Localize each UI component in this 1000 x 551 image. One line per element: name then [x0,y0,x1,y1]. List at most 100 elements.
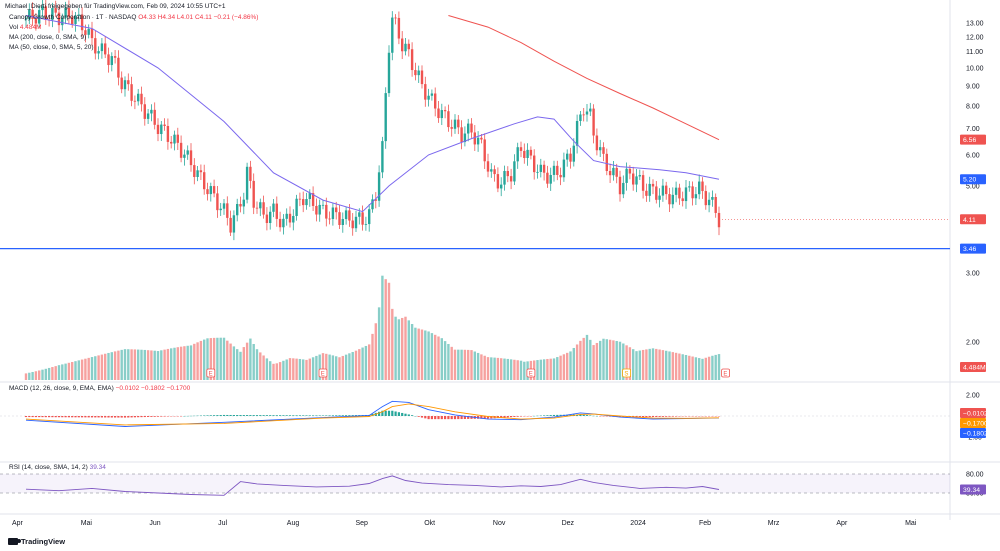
candle-body [582,114,585,116]
candle-body [117,57,120,78]
candle-body [704,191,707,206]
macd-histogram-bar [87,416,90,418]
candle-body [272,203,275,212]
candle-body [384,93,387,142]
volume-bar [51,367,54,380]
macd-histogram-bar [130,416,133,418]
candle-body [717,212,721,228]
macd-legend[interactable]: MACD (12, 26, close, 9, EMA, EMA) −0.010… [9,385,190,392]
rsi-legend[interactable]: RSI (14, close, SMA, 14, 2) 39.34 [9,464,106,471]
macd-histogram-bar [397,412,400,416]
price-tick-label: 10.00 [966,65,984,72]
candle-body [526,149,529,158]
candle-body [674,187,678,195]
time-axis[interactable]: Apr Mai Jun Jul Aug Sep Okt Nov Dez 2024 Feb Mrz Apr… [12,520,917,527]
ma50-legend[interactable]: MA (50, close, 0, SMA, 5, 20) [9,44,94,51]
volume-bar [130,349,133,380]
volume-bar [430,333,434,380]
volume-bar [199,340,203,380]
macd-histogram-bar [262,415,265,416]
macd-histogram-bar [123,416,127,418]
volume-bar [658,349,661,380]
candle-body [275,203,278,219]
volume-bar [711,355,714,380]
volume-legend[interactable]: Vol 4.484M [9,24,42,31]
candle-body [94,38,97,54]
macd-histogram-bar [275,415,278,416]
candle-body [516,147,519,162]
candle-body [153,109,156,125]
volume-badge [960,362,986,372]
price-pane[interactable] [0,0,950,250]
candle-body [321,204,325,206]
volume-bar [150,350,153,380]
macd-histogram-bar [582,414,585,416]
tradingview-logo[interactable]: TradingView [8,537,65,546]
volume-bar [387,282,391,380]
macd-histogram-bar [420,416,424,418]
candle-body [189,150,193,166]
symbol-title[interactable]: Canopy Growth Corporation · 1T · NASDAQ [9,14,137,21]
candle-body [615,167,618,177]
ma200-legend[interactable]: MA (200, close, 0, SMA, 9) [9,34,87,41]
macd-histogram-bar [54,416,57,418]
candle-body [186,150,189,155]
candle-body [460,127,463,143]
volume-bar [694,357,698,380]
candle-body [242,199,245,207]
volume-bar [536,360,539,380]
candle-body [351,220,354,229]
candle-body [80,14,84,31]
candle-body [84,30,87,35]
candle-body [163,124,166,126]
candle-body [156,124,160,135]
candle-body [569,153,572,162]
volume-bar [368,344,371,380]
volume-bar [473,351,476,380]
volume-bar [206,338,209,380]
volume-bar [358,349,361,380]
candle-body [622,182,625,195]
candle-body [354,216,358,229]
volume-bar [500,358,503,380]
candle-body [701,181,704,192]
candle-body [523,150,526,158]
candle-body [335,207,338,213]
volume-bar [183,346,186,380]
ma50-badge [960,174,986,185]
macd-histogram-bar [506,416,509,418]
macd-histogram-bar [28,416,31,418]
volume-bar [54,366,57,380]
candle-body [311,193,315,206]
volume-bar [582,337,585,380]
event-marker [622,368,631,378]
candle-body [179,142,183,158]
macd-histogram-bar [222,414,226,416]
macd-histogram-bar [114,416,117,418]
rsi-pane[interactable] [0,473,950,496]
axis-badges: 6.56 5.20 4.11 3.46 4.484M −0.0102 −0.1700 −0.1… [960,134,988,495]
volume-bar [503,358,506,380]
macd-histogram-bar [546,415,549,416]
macd-histogram-bar [97,416,100,418]
macd-histogram-bar [285,415,288,416]
volume-bar [113,351,117,380]
macd-histogram-bar [259,415,262,416]
volume-bar [661,350,665,380]
macd-pane[interactable] [0,400,950,427]
macd-histogram-bar [71,416,74,418]
volume-bar [562,354,566,380]
candle-body [434,93,437,109]
ma50-badge-label: 5.20 [963,177,976,184]
candle-body [678,187,681,199]
volume-bar [64,363,67,380]
time-tick-label: 2024 [630,520,646,527]
candle-body [216,193,219,211]
volume-bar [140,349,143,380]
candle-body [476,137,480,145]
macd-histogram-bar [427,416,430,420]
volume-bar [618,341,622,380]
macd-histogram-bar [513,416,516,417]
macd-histogram-bar [219,415,222,416]
